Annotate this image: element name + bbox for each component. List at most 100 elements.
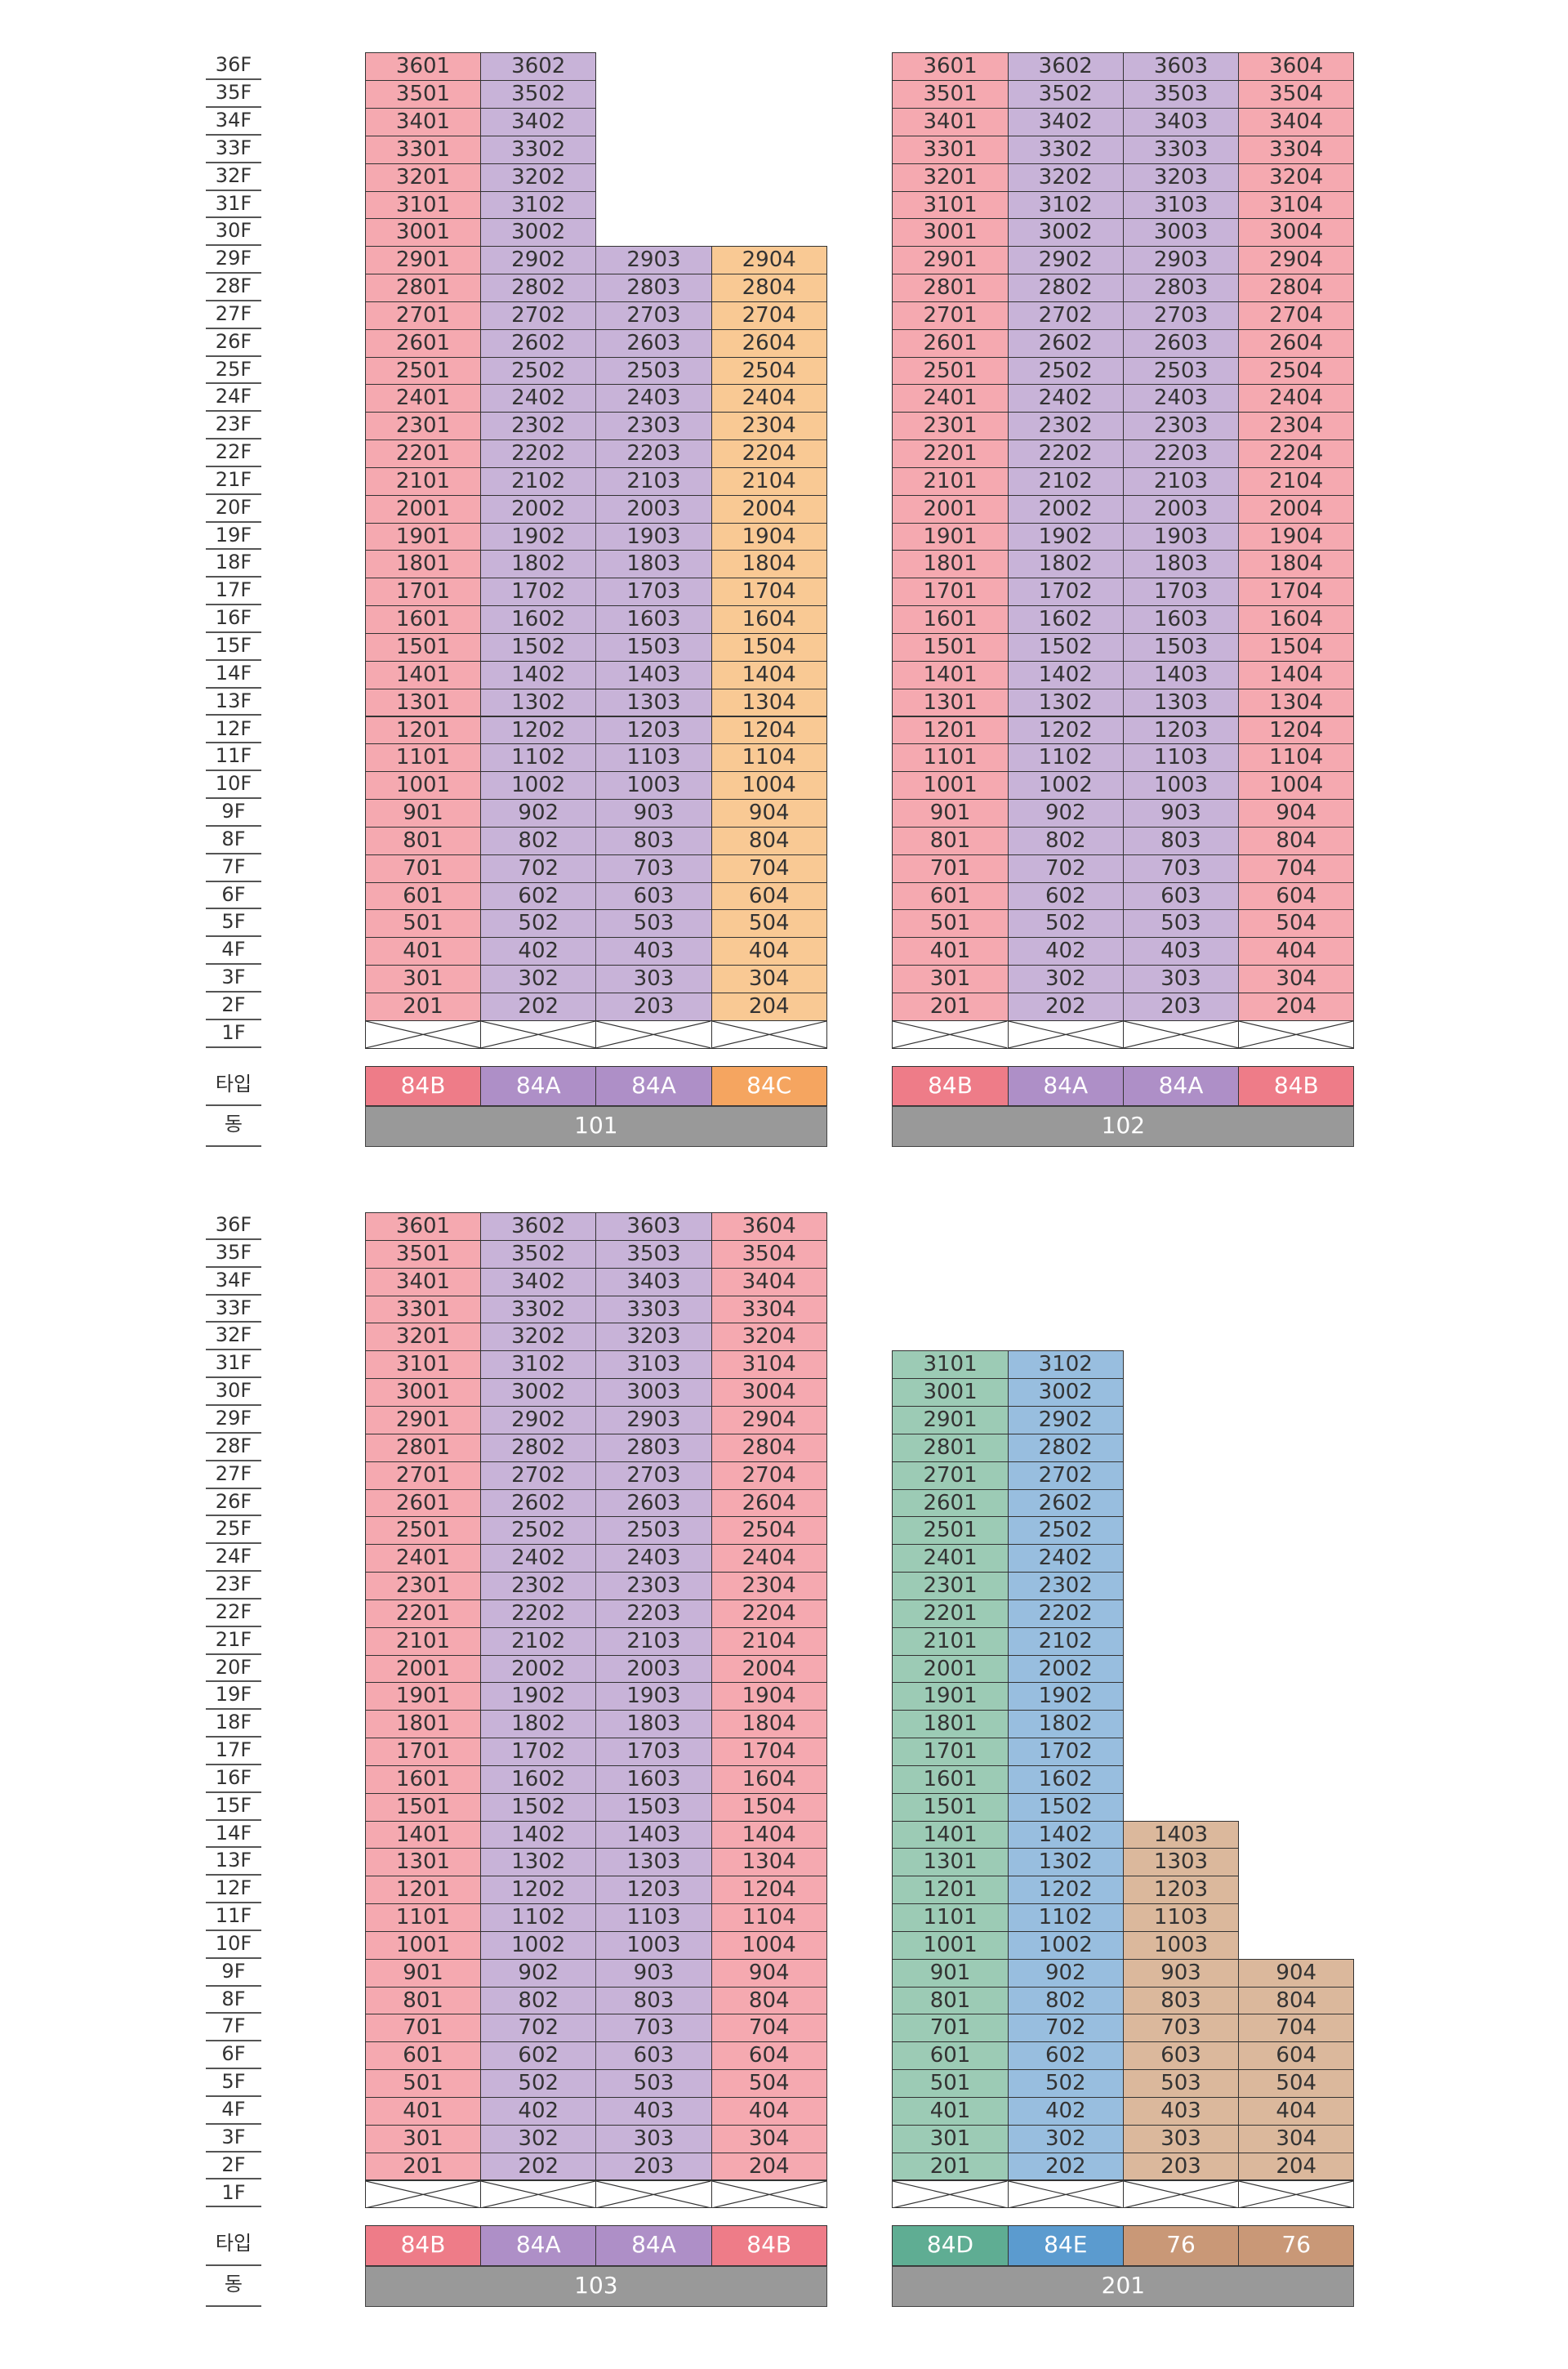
unit-cell: 1304 xyxy=(710,688,827,717)
unit-cell: 801 xyxy=(364,826,482,855)
floor-label: 31F xyxy=(205,191,261,219)
unit-cell: 2401 xyxy=(364,384,482,413)
unit-cell: 3001 xyxy=(892,218,1009,248)
unit-cell: 1903 xyxy=(595,522,712,551)
unit-cell: 203 xyxy=(1122,992,1240,1021)
unit-cell: 802 xyxy=(480,826,597,855)
unit-cell: 3401 xyxy=(364,1267,482,1296)
unit-cell: 301 xyxy=(364,2124,482,2153)
unit-cell: 1704 xyxy=(710,578,827,607)
floor-label: 26F xyxy=(205,1489,261,1517)
unit-cell: 1702 xyxy=(480,1738,597,1766)
unit-cell: 1801 xyxy=(364,1710,482,1739)
unit-type-badge: 84B xyxy=(892,1065,1009,1107)
unit-cell: 3404 xyxy=(1238,108,1355,136)
floor-label: 9F xyxy=(205,799,261,827)
unit-cell: 1401 xyxy=(364,1820,482,1849)
unit-cell: 1302 xyxy=(1007,688,1124,717)
cross-mark-icon xyxy=(1124,1021,1238,1048)
unit-cell: 204 xyxy=(710,2152,827,2181)
floor-label: 1F xyxy=(205,2180,261,2208)
pilotis-cell xyxy=(480,1019,597,1049)
unit-cell: 1502 xyxy=(480,1792,597,1822)
unit-cell: 2003 xyxy=(595,494,712,524)
floor-label: 11F xyxy=(205,1903,261,1931)
unit-cell: 3002 xyxy=(1007,1378,1124,1407)
unit-cell: 2203 xyxy=(1122,439,1240,468)
unit-cell: 3002 xyxy=(480,218,597,248)
unit-cell: 2102 xyxy=(1007,466,1124,496)
unit-cell: 3203 xyxy=(595,1323,712,1352)
unit-cell: 2604 xyxy=(710,1488,827,1518)
unit-cell: 3003 xyxy=(1122,218,1240,248)
unit-cell: 3402 xyxy=(480,1267,597,1296)
unit-cell: 1802 xyxy=(1007,550,1124,579)
unit-cell: 1601 xyxy=(892,605,1009,634)
floor-label: 25F xyxy=(205,357,261,385)
unit-cell: 1801 xyxy=(364,550,482,579)
unit-cell: 2602 xyxy=(1007,1488,1124,1518)
unit-cell: 2503 xyxy=(595,356,712,386)
unit-cell: 603 xyxy=(595,881,712,911)
unit-cell: 904 xyxy=(1238,799,1355,828)
unit-cell: 2403 xyxy=(595,1544,712,1573)
unit-cell: 403 xyxy=(595,937,712,966)
unit-cell: 1301 xyxy=(364,1848,482,1877)
unit-cell: 1402 xyxy=(480,660,597,689)
unit-cell: 204 xyxy=(1238,992,1355,1021)
unit-cell: 2904 xyxy=(710,246,827,275)
unit-cell: 2302 xyxy=(1007,1572,1124,1600)
unit-cell: 1304 xyxy=(710,1848,827,1877)
unit-cell: 1602 xyxy=(480,605,597,634)
floor-label: 8F xyxy=(205,1987,261,2014)
unit-cell: 2903 xyxy=(1122,246,1240,275)
unit-cell: 2902 xyxy=(1007,1406,1124,1434)
unit-cell: 2601 xyxy=(892,1488,1009,1518)
unit-cell: 2101 xyxy=(892,466,1009,496)
unit-cell: 1701 xyxy=(892,1738,1009,1766)
floor-label: 22F xyxy=(205,1599,261,1627)
unit-cell: 3504 xyxy=(1238,80,1355,109)
unit-type-badge: 84A xyxy=(480,1065,597,1107)
unit-cell: 2301 xyxy=(892,1572,1009,1600)
unit-cell: 1602 xyxy=(480,1764,597,1794)
unit-cell: 2402 xyxy=(480,384,597,413)
unit-cell: 2004 xyxy=(710,1654,827,1684)
floor-label: 5F xyxy=(205,2069,261,2097)
unit-cell: 1503 xyxy=(595,632,712,662)
unit-cell: 2402 xyxy=(480,1544,597,1573)
unit-cell: 802 xyxy=(1007,1986,1124,2015)
unit-cell: 1303 xyxy=(1122,688,1240,717)
unit-cell: 3604 xyxy=(1238,52,1355,82)
unit-cell: 1304 xyxy=(1238,688,1355,717)
unit-cell: 2403 xyxy=(1122,384,1240,413)
unit-cell: 3004 xyxy=(710,1378,827,1407)
floor-label: 32F xyxy=(205,1323,261,1351)
unit-cell: 2501 xyxy=(364,356,482,386)
unit-type-badge: 84E xyxy=(1007,2225,1124,2267)
unit-cell: 2802 xyxy=(480,274,597,302)
unit-cell: 1703 xyxy=(595,1738,712,1766)
unit-cell: 801 xyxy=(892,826,1009,855)
unit-cell: 3302 xyxy=(480,1295,597,1324)
unit-cell: 1901 xyxy=(892,1682,1009,1711)
unit-cell: 3301 xyxy=(892,135,1009,164)
floor-label: 27F xyxy=(205,1461,261,1489)
unit-cell: 3303 xyxy=(595,1295,712,1324)
unit-cell: 2301 xyxy=(364,1572,482,1600)
cross-mark-icon xyxy=(366,1021,480,1048)
unit-cell: 1104 xyxy=(710,743,827,773)
unit-cell: 302 xyxy=(1007,2124,1124,2153)
unit-cell: 702 xyxy=(1007,2014,1124,2043)
unit-cell: 1003 xyxy=(595,771,712,800)
unit-cell: 1704 xyxy=(710,1738,827,1766)
unit-cell: 2604 xyxy=(1238,328,1355,358)
unit-cell: 701 xyxy=(364,854,482,883)
unit-type-badge: 84A xyxy=(480,2225,597,2267)
unit-cell: 2704 xyxy=(710,301,827,330)
unit-cell: 2603 xyxy=(595,328,712,358)
unit-cell: 2902 xyxy=(480,1406,597,1434)
unit-cell: 1001 xyxy=(364,771,482,800)
unit-cell: 1904 xyxy=(710,522,827,551)
unit-cell: 2704 xyxy=(710,1461,827,1490)
